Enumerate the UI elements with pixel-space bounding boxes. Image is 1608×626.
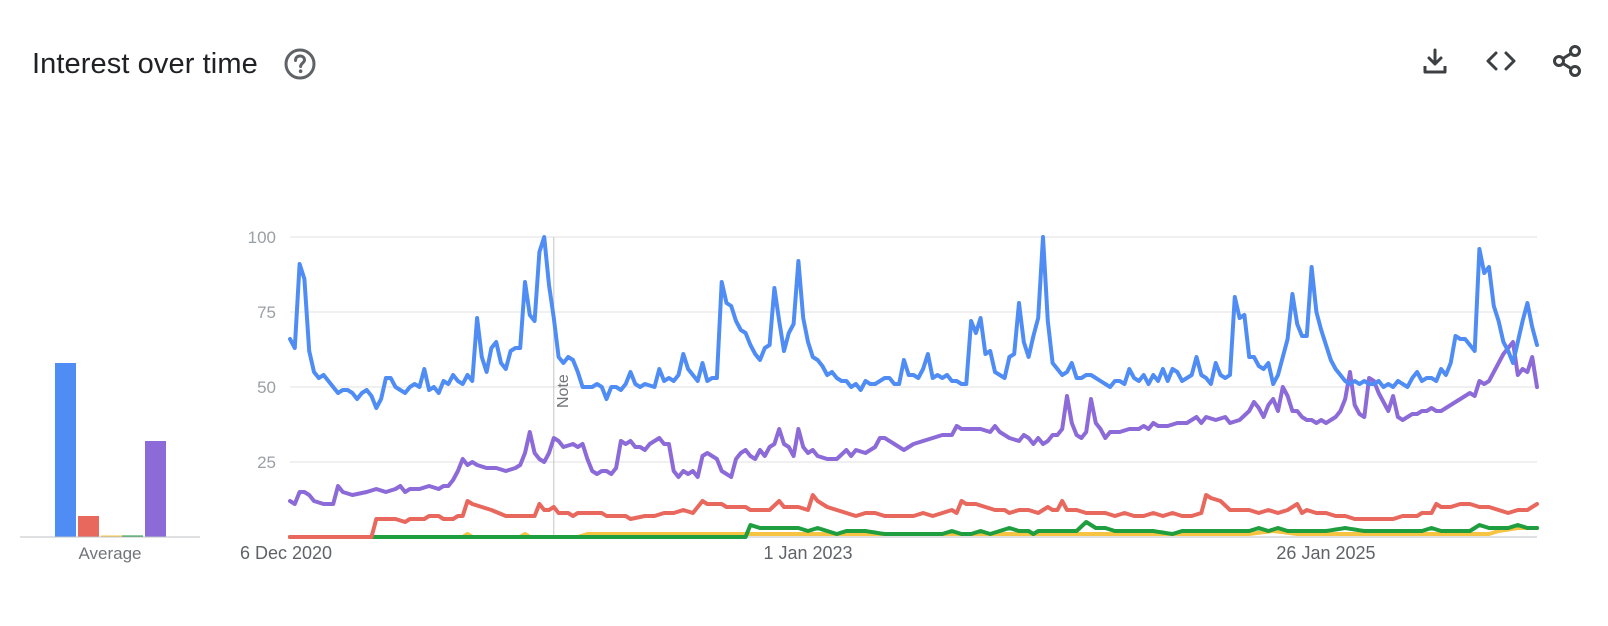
chart-actions [1418, 44, 1584, 78]
series-line-1 [288, 520, 1539, 539]
share-icon[interactable] [1550, 44, 1584, 78]
average-bar [122, 535, 143, 537]
average-label: Average [78, 544, 141, 563]
x-axis-ticks: 6 Dec 2020 1 Jan 2023 26 Jan 2025 [240, 543, 1376, 563]
average-bar [101, 535, 122, 537]
chart-header: Interest over time [32, 40, 316, 88]
series-lines [288, 235, 1539, 539]
note-label[interactable]: Note [555, 374, 572, 408]
series-line-4 [288, 235, 1539, 410]
y-axis-ticks: 100 75 50 25 [248, 228, 276, 472]
average-bar [145, 441, 166, 537]
note-marker: Note [553, 237, 572, 537]
average-bar [55, 363, 76, 537]
series-line-2 [288, 493, 1539, 539]
page-title: Interest over time [32, 47, 258, 80]
x-tick-label: 26 Jan 2025 [1276, 543, 1375, 563]
grid-lines [290, 236, 1537, 538]
series-line-3 [288, 340, 1539, 506]
y-tick-label: 25 [257, 453, 276, 472]
download-icon[interactable] [1418, 44, 1452, 78]
embed-code-icon[interactable] [1484, 44, 1518, 78]
help-circle-icon[interactable] [284, 48, 316, 80]
y-tick-label: 100 [248, 228, 276, 247]
average-bars: Average [20, 363, 200, 563]
x-tick-label: 1 Jan 2023 [763, 543, 852, 563]
y-tick-label: 75 [257, 303, 276, 322]
y-tick-label: 50 [257, 378, 276, 397]
x-tick-label: 6 Dec 2020 [240, 543, 332, 563]
average-bar [78, 516, 99, 537]
